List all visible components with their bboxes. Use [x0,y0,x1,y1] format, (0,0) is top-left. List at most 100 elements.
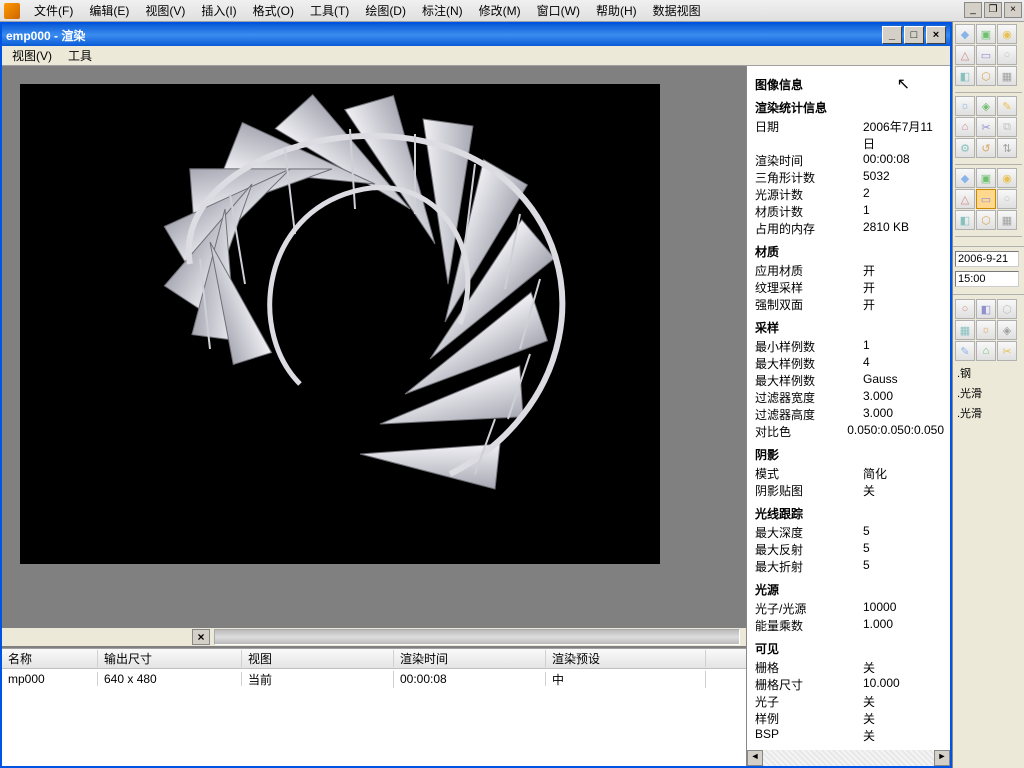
cell-view: 当前 [242,671,394,688]
tool-icon[interactable]: ▦ [997,210,1017,230]
menu-insert[interactable]: 插入(I) [193,0,244,21]
app-menu-bar: 文件(F) 编辑(E) 视图(V) 插入(I) 格式(O) 工具(T) 绘图(D… [0,0,1024,22]
menu-help[interactable]: 帮助(H) [588,0,645,21]
menu-edit[interactable]: 编辑(E) [81,0,137,21]
tool-icon[interactable]: ✎ [955,341,975,361]
app-close-button[interactable]: × [1004,2,1022,18]
info-row: 光源计数2 [755,186,944,203]
info-row: 应用材质开 [755,262,944,279]
tool-icon[interactable]: ▭ [976,45,996,65]
menu-modify[interactable]: 修改(M) [471,0,529,21]
tool-palette: ◆▣◉△▭○◧⬡▦☼◈✎⌂✂⧉⚙↺⇅◆▣◉△▭○◧⬡▦ [953,22,1024,241]
tool-icon[interactable]: ○ [997,189,1017,209]
info-row: 最大反射5 [755,541,944,558]
col-outputsize[interactable]: 输出尺寸 [98,650,242,667]
tool-icon[interactable]: ◧ [955,210,975,230]
menu-window[interactable]: 窗口(W) [529,0,588,21]
tool-icon[interactable]: ◉ [997,24,1017,44]
render-min-button[interactable]: _ [882,26,902,44]
app-icon [4,3,20,19]
info-value: 1.000 [863,617,944,634]
menu-format[interactable]: 格式(O) [245,0,302,21]
info-key: 模式 [755,465,863,482]
tool-icon[interactable]: ⬡ [976,66,996,86]
info-key: 最大折射 [755,558,863,575]
tool-icon[interactable]: ☼ [976,320,996,340]
viewport-scroll-row: × [2,628,746,646]
tool-icon[interactable]: ○ [955,299,975,319]
scroll-left-button[interactable]: ◄ [747,750,763,766]
info-key: 三角形计数 [755,169,863,186]
render-title: emp000 - 渲染 [6,27,85,44]
info-row: 日期2006年7月11日 [755,118,944,152]
info-value: 开 [863,279,944,296]
tool-icon[interactable]: ▭ [976,189,996,209]
tool-icon[interactable]: ▦ [955,320,975,340]
info-key: 最大反射 [755,541,863,558]
tool-icon[interactable]: ⌂ [955,117,975,137]
tool-icon[interactable]: ⚙ [955,138,975,158]
tool-icon[interactable]: ↺ [976,138,996,158]
material-label-3: .光滑 [953,403,1024,423]
tool-icon[interactable]: △ [955,189,975,209]
info-value: 10000 [863,600,944,617]
tool-icon[interactable]: ⬡ [997,299,1017,319]
col-rendertime[interactable]: 渲染时间 [394,650,546,667]
col-preset[interactable]: 渲染预设 [546,650,706,667]
submenu-tools[interactable]: 工具 [60,45,100,66]
info-value: 关 [863,482,944,499]
info-hscroll[interactable]: ◄ ► [747,750,950,766]
spiral-staircase-render [60,94,620,554]
tool-icon[interactable]: ◉ [997,168,1017,188]
app-restore-button[interactable]: ❐ [984,2,1002,18]
info-key: 样例 [755,710,863,727]
submenu-view[interactable]: 视图(V) [4,45,60,66]
tool-icon[interactable]: △ [955,45,975,65]
tool-icon[interactable]: ▣ [976,24,996,44]
tool-icon[interactable]: ◆ [955,24,975,44]
table-header: 名称 输出尺寸 视图 渲染时间 渲染预设 [2,649,746,669]
info-key: 纹理采样 [755,279,863,296]
info-key: 光源计数 [755,186,863,203]
tool-icon[interactable]: ◧ [955,66,975,86]
material-label-2: .光滑 [953,383,1024,403]
menu-draw[interactable]: 绘图(D) [357,0,414,21]
menu-tools[interactable]: 工具(T) [302,0,357,21]
info-key: BSP [755,727,863,744]
render-max-button[interactable]: □ [904,26,924,44]
tool-icon[interactable]: ▣ [976,168,996,188]
menu-dataview[interactable]: 数据视图 [645,0,709,21]
tool-icon[interactable]: ○ [997,45,1017,65]
tool-icon[interactable]: ⌂ [976,341,996,361]
scroll-close-button[interactable]: × [192,629,210,645]
tool-icon[interactable]: ⧉ [997,117,1017,137]
tool-icon[interactable]: ▦ [997,66,1017,86]
render-close-button[interactable]: × [926,26,946,44]
render-titlebar[interactable]: emp000 - 渲染 _ □ × [2,24,950,46]
info-value: 00:00:08 [863,152,944,169]
app-minimize-button[interactable]: _ [964,2,982,18]
tool-icon[interactable]: ◈ [997,320,1017,340]
menu-annotate[interactable]: 标注(N) [414,0,471,21]
menu-file[interactable]: 文件(F) [26,0,81,21]
info-key: 最小样例数 [755,338,863,355]
tool-icon[interactable]: ⇅ [997,138,1017,158]
tool-icon[interactable]: ✂ [997,341,1017,361]
tool-icon[interactable]: ⬡ [976,210,996,230]
viewport-area: × 名称 输出尺寸 视图 渲染时间 渲染预设 mp000 640 x 480 当… [2,66,746,766]
scroll-right-button[interactable]: ► [934,750,950,766]
cell-name: mp000 [2,672,98,686]
menu-view[interactable]: 视图(V) [137,0,193,21]
tool-icon[interactable]: ◧ [976,299,996,319]
tool-icon[interactable]: ✂ [976,117,996,137]
date-field[interactable] [955,251,1019,267]
tool-icon[interactable]: ◆ [955,168,975,188]
col-name[interactable]: 名称 [2,650,98,667]
col-view[interactable]: 视图 [242,650,394,667]
tool-icon[interactable]: ✎ [997,96,1017,116]
tool-icon[interactable]: ☼ [955,96,975,116]
tool-icon[interactable]: ◈ [976,96,996,116]
table-row[interactable]: mp000 640 x 480 当前 00:00:08 中 [2,669,746,689]
time-field[interactable] [955,271,1019,287]
horizontal-scrollbar[interactable] [214,629,740,645]
